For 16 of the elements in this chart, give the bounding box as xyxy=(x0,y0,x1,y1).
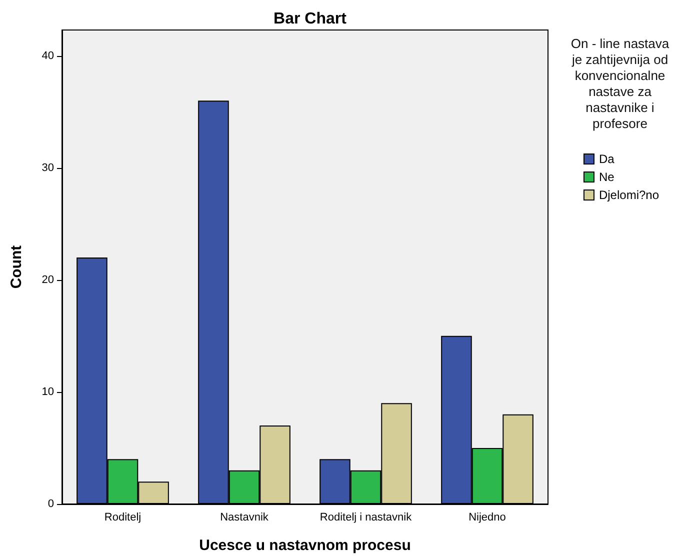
y-tick-label: 30 xyxy=(42,162,54,174)
y-tick-label: 0 xyxy=(48,498,54,510)
x-tick-label: Roditelj i nastavnik xyxy=(320,512,412,524)
x-axis-title: Ucesce u nastavnom procesu xyxy=(199,537,411,554)
y-tick-label: 40 xyxy=(42,50,54,62)
x-tick-label: Nastavnik xyxy=(220,512,269,524)
legend-label: Ne xyxy=(598,170,615,184)
y-tick-label: 10 xyxy=(42,386,54,398)
legend-label: Da xyxy=(598,152,615,166)
y-tick-label: 20 xyxy=(42,274,54,286)
x-tick-label: Nijedno xyxy=(468,512,506,524)
legend-title: On - line nastava je zahtijevnija od konvencionalne nastave za nastavnike i profesore xyxy=(570,36,670,132)
legend-label: Djelomi?no xyxy=(598,188,660,202)
y-axis-title: Count xyxy=(8,245,25,289)
chart-title: Bar Chart xyxy=(274,10,348,28)
x-tick-label: Roditelj xyxy=(104,512,142,524)
